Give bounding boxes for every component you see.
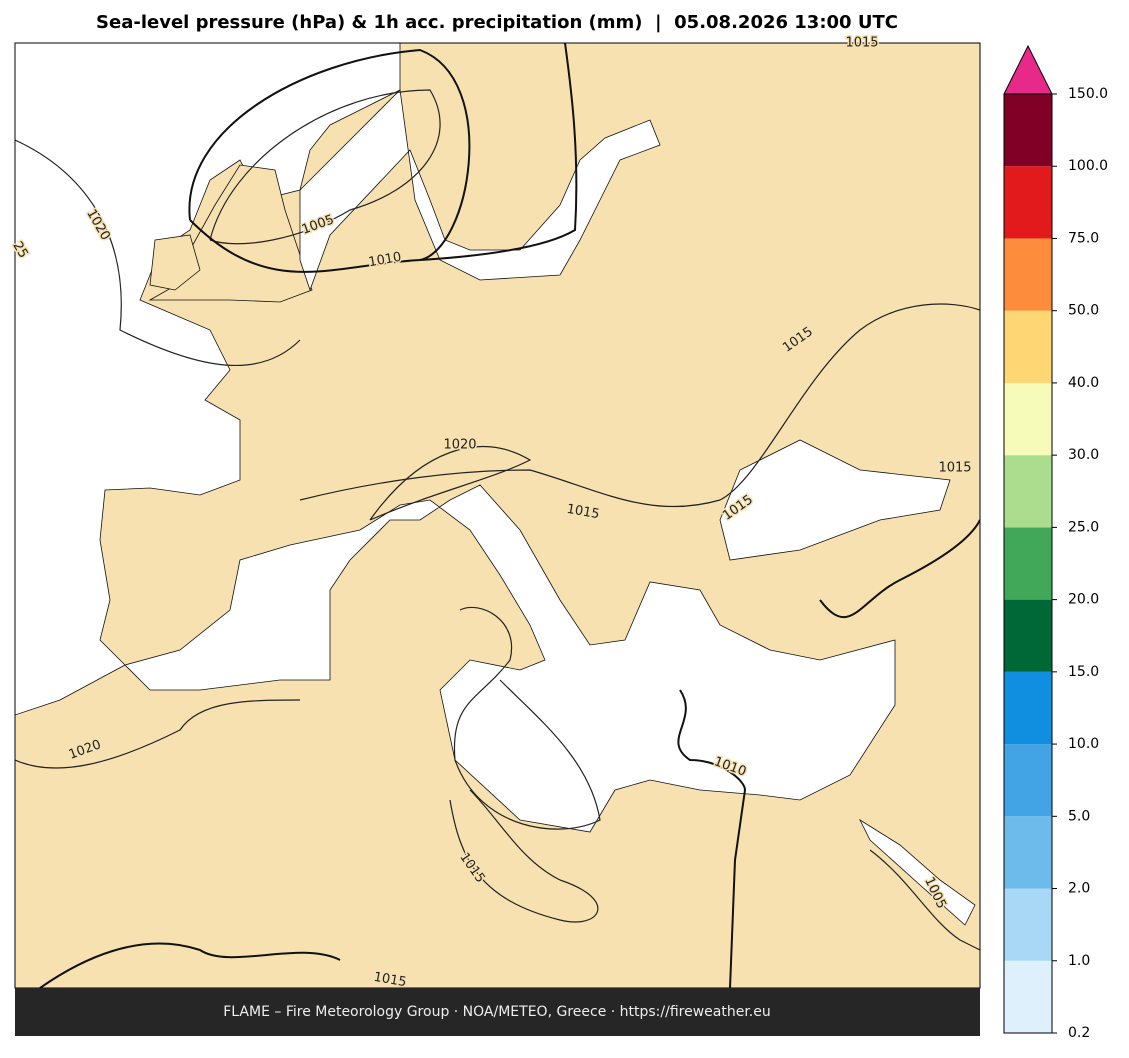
north-baltic — [299, 89, 661, 292]
isobar — [15, 699, 301, 769]
colorbar-bin — [1004, 94, 1052, 167]
isobar — [677, 689, 747, 988]
isobar — [209, 89, 441, 245]
isobar — [869, 849, 980, 951]
footer: FLAME – Fire Meteorology Group · NOA/MET… — [223, 1004, 771, 1020]
isobar — [453, 606, 601, 830]
isobar — [449, 789, 599, 923]
isobar — [819, 519, 980, 619]
colorbar-bin — [1004, 960, 1052, 1033]
colorbar-bin — [1004, 166, 1052, 239]
colorbar-tick-label: 100.0 — [1068, 158, 1108, 174]
colorbar-bin — [1004, 238, 1052, 311]
colorbar-tick-label: 50.0 — [1068, 303, 1099, 319]
footer-bar — [15, 988, 980, 1036]
colorbar-bin — [1004, 527, 1052, 600]
title: Sea-level pressure (hPa) & 1h acc. preci… — [96, 12, 898, 33]
contour-label: 1015 — [938, 461, 971, 476]
isobar — [188, 48, 471, 273]
contour-label: 1015 — [372, 970, 407, 991]
colorbar-tick-label: 10.0 — [1068, 736, 1099, 752]
colorbar: 0.2 1.0 2.0 5.0 10.0 15.0 20.0 25.0 30.0 40.0 50.0… — [1003, 44, 1108, 1041]
colorbar-bin — [1004, 816, 1052, 889]
isobar — [369, 446, 532, 521]
atlantic — [15, 43, 401, 716]
colorbar-tick-label: 5.0 — [1068, 808, 1090, 824]
colorbar-frame — [1003, 93, 1053, 1034]
colorbar-bin — [1004, 671, 1052, 745]
isobar — [15, 139, 301, 366]
colorbar-tick-label: 40.0 — [1068, 375, 1099, 391]
colorbar-extend — [1003, 44, 1053, 95]
colorbar-tick-label: 150.0 — [1068, 86, 1108, 102]
colorbar-bin — [1004, 599, 1052, 672]
contour-label: 1015 — [845, 36, 878, 51]
ireland — [149, 234, 201, 291]
colorbar-bin — [1004, 310, 1052, 383]
colorbar-tick-label: 20.0 — [1068, 592, 1099, 608]
colorbar-tick-label: 2.0 — [1068, 881, 1090, 897]
map — [15, 43, 980, 988]
isobar — [39, 942, 341, 988]
colorbar-tick-label: 0.2 — [1068, 1025, 1090, 1041]
colorbar-tick-label: 1.0 — [1068, 953, 1090, 969]
colorbar-tick-label: 30.0 — [1068, 447, 1099, 463]
colorbar-tick-label: 15.0 — [1068, 664, 1099, 680]
contour-label: 1015 — [565, 502, 600, 523]
colorbar-tick-label: 75.0 — [1068, 230, 1099, 246]
red-sea — [859, 818, 976, 926]
isobar — [419, 43, 578, 261]
colorbar-bin — [1004, 888, 1052, 961]
contour-label: 1020 — [443, 438, 476, 453]
colorbar-bin — [1004, 744, 1052, 817]
mediterranean — [124, 484, 896, 833]
colorbar-bin — [1004, 382, 1052, 456]
colorbar-bin — [1004, 455, 1052, 528]
contour-label: 1010 — [367, 250, 402, 271]
black-sea — [719, 439, 951, 561]
isobar — [299, 303, 980, 508]
colorbar-tick-label: 25.0 — [1068, 519, 1099, 535]
